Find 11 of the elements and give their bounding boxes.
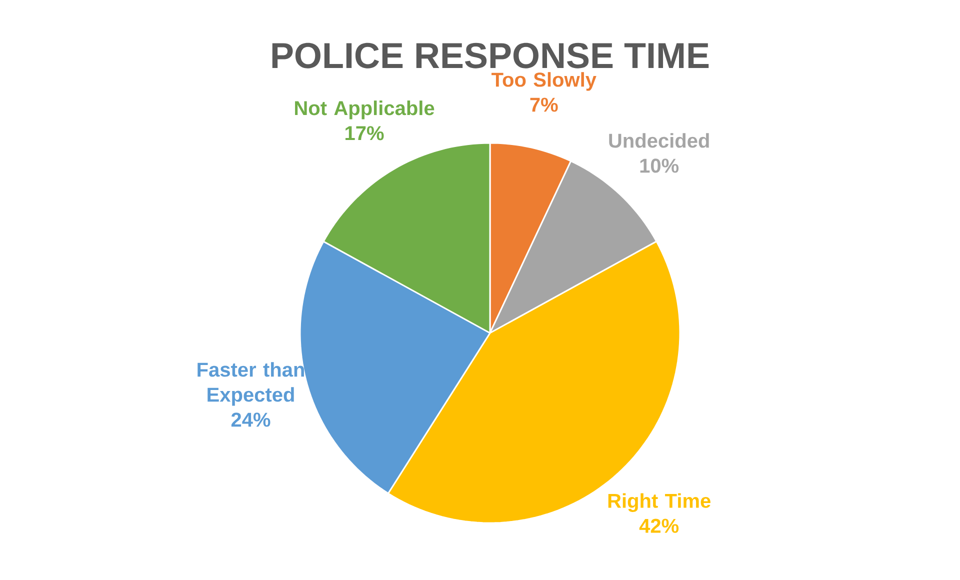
slice-label: Faster than Expected	[198, 362, 304, 406]
data-label: 24%	[231, 412, 270, 427]
slice-label: Right Time	[608, 493, 710, 512]
data-label: 17%	[346, 126, 384, 140]
chart-title: POLICE RESPONSE TIME	[272, 42, 709, 68]
slice-label: Undecided	[609, 133, 709, 148]
slice-label: Too Slowly	[492, 72, 596, 91]
data-label: 10%	[640, 158, 679, 173]
slice-label: Not Applicable	[295, 100, 434, 120]
data-label: 7%	[530, 98, 558, 112]
data-label: 42%	[639, 518, 679, 533]
